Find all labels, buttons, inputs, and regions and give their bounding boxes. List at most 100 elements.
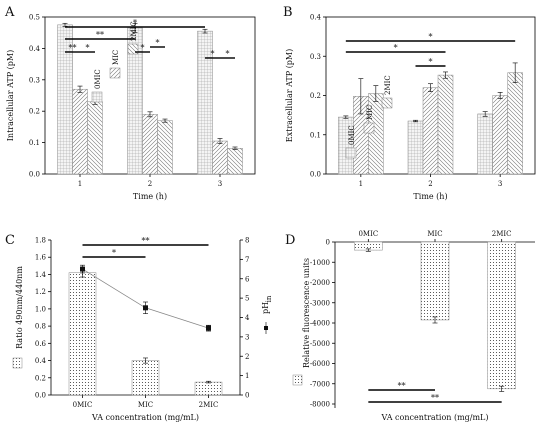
y-tick-label: 0.1: [310, 131, 321, 139]
legend-swatch-2mic: [127, 43, 139, 55]
x-tick-label: 1: [78, 180, 82, 188]
y-tick-label: 0.4: [35, 357, 47, 365]
y2-tick-label: 2: [245, 353, 249, 361]
y-tick-label: 1.4: [35, 271, 47, 279]
error-bar-mic: [432, 316, 438, 324]
error-bar-2mic-t2: [443, 71, 448, 79]
bar-0mic-t3: [477, 113, 493, 175]
error-bar-2mic: [206, 380, 211, 384]
y-tick-label: 0: [326, 239, 330, 247]
significance-bracket-6-label: *: [211, 50, 215, 59]
error-bar-2mic-t3: [232, 146, 238, 150]
significance-bracket-1-label: **: [142, 237, 150, 246]
legend-label-0mic: 0MIC: [94, 69, 102, 89]
significance-bracket-2-label: *: [429, 58, 433, 67]
bar-mic: [131, 360, 160, 396]
y2-axis-label-main: pH: [261, 302, 270, 314]
y-tick-label: -1000: [310, 259, 330, 267]
bar-2mic-t3: [227, 148, 243, 175]
y2-tick-label: 5: [245, 295, 249, 303]
x-tick-label: 2: [428, 180, 432, 188]
y-axis-legend-swatch: [292, 374, 303, 386]
x-tick-label: 2MIC: [492, 230, 512, 238]
x-axis-label: Time (h): [133, 192, 167, 201]
legend-swatch-0mic: [345, 147, 357, 159]
panel-label-b: B: [283, 5, 293, 20]
error-bar-mic-t3: [497, 92, 503, 99]
significance-bracket-2-label: **: [69, 44, 77, 53]
y-tick-label: 0.4: [29, 45, 41, 53]
y-tick-label: 0.0: [35, 392, 46, 400]
bar-mic-t1: [72, 88, 88, 175]
error-bar-mic-t1: [77, 85, 83, 93]
x-tick-label: 3: [218, 180, 222, 188]
y-tick-label: 0.3: [29, 76, 40, 84]
legend: 0MIC MIC 2MIC: [345, 75, 393, 159]
significance-bracket-3-label: *: [86, 44, 90, 53]
x-tick-label: MIC: [138, 401, 153, 409]
y-axis-label: Relative fluorescence units: [302, 258, 311, 368]
y-axis-legend-swatch: [12, 357, 23, 369]
significance-bracket-4-label: *: [141, 44, 145, 53]
x-axis-label: Time (h): [413, 192, 447, 201]
legend-label-mic: MIC: [112, 50, 120, 65]
legend-label-0mic: 0MIC: [348, 125, 356, 145]
y2-axis-label-sub: in: [265, 295, 273, 302]
legend-swatch-mic: [109, 67, 121, 79]
error-bar-mic-t3: [217, 138, 223, 144]
error-bar-0mic-t2: [132, 22, 138, 34]
bar-mic-t2: [422, 87, 439, 175]
bar-mic-t3: [492, 95, 508, 175]
error-bar-mic: [143, 357, 148, 364]
y-tick-label: 0.5: [29, 14, 40, 22]
panel-c: C 0.0 0.2 0.4 0.6 0.8 1.0 1.2 1.4 1.6 1.8 0 1 2 3 4 5 6 7 8…: [5, 233, 273, 422]
panel-b: B 0.0 0.1 0.2 0.3 0.4 Extracellular ATP (pM) 1 2…: [283, 5, 536, 201]
bar-2mic: [194, 381, 223, 396]
bar-2mic-t1: [87, 101, 103, 175]
panel-label-d: D: [285, 233, 295, 248]
ph-series-line: [82, 268, 209, 329]
panel-d: D -8000 -7000 -6000 -5000 -4000 -3000 -2000 -100…: [285, 230, 535, 422]
error-bar-2mic-t1: [373, 85, 379, 102]
error-bar-0mic-t1: [343, 115, 349, 119]
significance-bracket-0-label: *: [133, 19, 137, 28]
y-axis-label: Intracellular ATP (pM): [6, 50, 15, 141]
legend-swatch-mic: [363, 122, 375, 134]
bar-mic: [420, 241, 450, 321]
y-tick-label: 0.0: [310, 171, 321, 179]
y-tick-label: -5000: [310, 340, 330, 348]
y-tick-label: 1.6: [35, 254, 47, 262]
legend-label-2mic: 2MIC: [130, 21, 138, 41]
ph-point-0mic: [80, 266, 85, 272]
bar-2mic: [487, 241, 516, 390]
legend-swatch-0mic: [91, 91, 103, 103]
y2-tick-label: 0: [245, 392, 249, 400]
y2-tick-label: 7: [245, 256, 249, 264]
y-tick-label: 0.3: [310, 53, 321, 61]
significance-bracket-7-label: *: [226, 50, 230, 59]
panel-a: A 0.0 0.1 0.2 0.3 0.4 0.5 Intracellular ATP (pM…: [4, 5, 256, 201]
bar-2mic-t2: [437, 74, 454, 175]
error-bar-mic-t1: [358, 78, 364, 115]
bar-mic-t2: [142, 114, 158, 175]
x-tick-label: MIC: [427, 230, 442, 238]
panel-label-a: A: [4, 5, 15, 20]
bar-2mic-t3: [507, 72, 523, 175]
legend: 0MIC MIC 2MIC: [91, 21, 139, 103]
y-tick-label: 0.2: [310, 92, 321, 100]
bar-2mic-t2: [157, 120, 173, 175]
legend-label-mic: MIC: [366, 105, 374, 120]
y-tick-label: 1.8: [35, 237, 46, 245]
y-tick-label: 0.0: [29, 171, 40, 179]
x-tick-label: 0MIC: [73, 401, 93, 409]
x-tick-label: 0MIC: [358, 230, 378, 238]
error-bar-0mic-t3: [482, 111, 488, 117]
x-tick-label: 1: [359, 180, 363, 188]
y-tick-label: 0.2: [35, 374, 46, 382]
error-bar-0mic-t3: [202, 28, 208, 34]
y-tick-label: 0.1: [29, 139, 40, 147]
y-axis-label: Extracellular ATP (pM): [285, 49, 294, 143]
x-tick-label: 2: [148, 180, 152, 188]
